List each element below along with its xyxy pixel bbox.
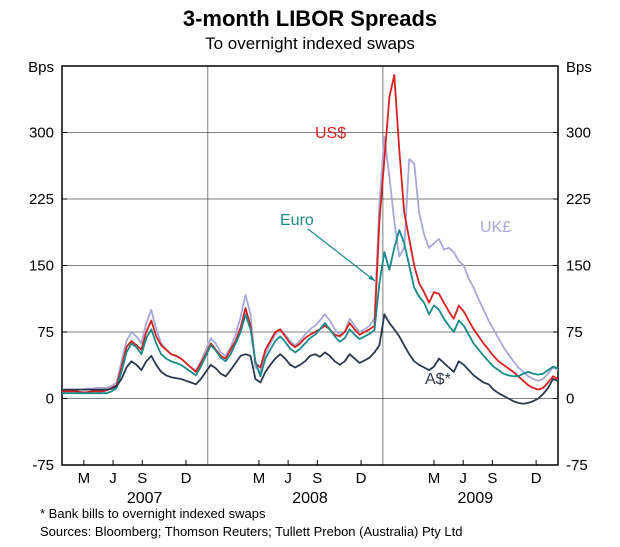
svg-text:S: S	[137, 470, 147, 487]
svg-text:150: 150	[566, 258, 591, 275]
chart-plot: US$ UK£ Euro A$* -75 -75 0 0 75 75 150 150 225 225 300…	[0, 0, 620, 547]
svg-text:J: J	[109, 470, 117, 487]
svg-text:J: J	[459, 470, 467, 487]
svg-text:75: 75	[37, 324, 54, 341]
svg-text:75: 75	[566, 324, 583, 341]
svg-text:-75: -75	[32, 457, 54, 474]
svg-text:2007: 2007	[127, 490, 163, 507]
svg-text:Euro: Euro	[280, 212, 314, 229]
svg-text:M: M	[253, 470, 266, 487]
svg-text:2008: 2008	[292, 490, 328, 507]
svg-text:225: 225	[29, 191, 54, 208]
svg-text:S: S	[487, 470, 497, 487]
svg-text:Bps: Bps	[28, 59, 54, 76]
svg-text:0: 0	[46, 391, 54, 408]
chart-sources: Sources: Bloomberg; Thomson Reuters; Tul…	[40, 524, 462, 539]
svg-text:150: 150	[29, 258, 54, 275]
svg-text:-75: -75	[566, 457, 588, 474]
svg-text:UK£: UK£	[480, 219, 511, 236]
svg-text:225: 225	[566, 191, 591, 208]
svg-text:D: D	[356, 470, 367, 487]
chart-container: 3-month LIBOR Spreads To overnight index…	[0, 0, 620, 547]
svg-text:300: 300	[566, 125, 591, 142]
svg-text:D: D	[531, 470, 542, 487]
svg-text:300: 300	[29, 125, 54, 142]
svg-text:2009: 2009	[458, 490, 494, 507]
svg-text:J: J	[284, 470, 292, 487]
svg-text:D: D	[181, 470, 192, 487]
svg-text:M: M	[78, 470, 91, 487]
svg-text:Bps: Bps	[566, 59, 592, 76]
chart-footnote: * Bank bills to overnight indexed swaps	[40, 506, 265, 521]
svg-text:S: S	[312, 470, 322, 487]
svg-text:US$: US$	[315, 125, 346, 142]
svg-text:0: 0	[566, 391, 574, 408]
svg-text:A$*: A$*	[425, 371, 451, 388]
svg-text:M: M	[428, 470, 441, 487]
